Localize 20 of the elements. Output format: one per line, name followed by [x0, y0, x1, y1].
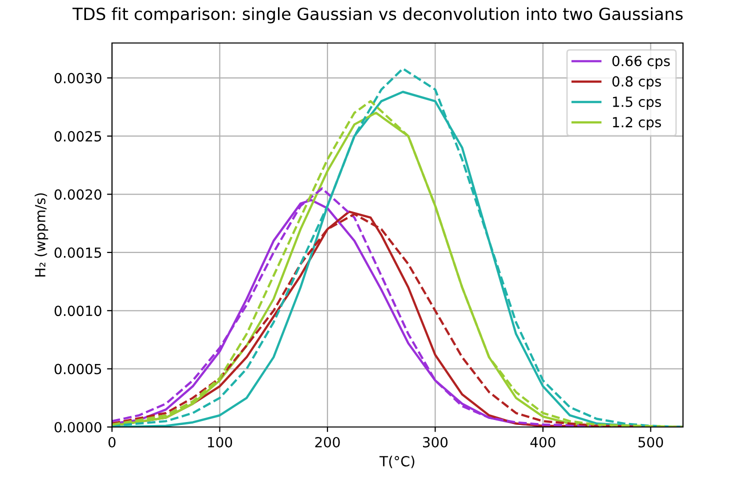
- x-tick-label: 200: [315, 436, 340, 448]
- x-tick-label: 400: [530, 436, 556, 448]
- x-tick-label: 500: [638, 436, 664, 448]
- x-tick-label: 100: [208, 436, 232, 448]
- y-axis-title: H₂ (wppm/s): [34, 193, 48, 276]
- y-tick-label: 0.0030: [54, 72, 102, 84]
- y-tick-label: 0.0010: [54, 306, 102, 316]
- y-tick-label: 0.0005: [54, 364, 102, 374]
- x-axis-title: T(°C): [379, 456, 414, 468]
- y-tick-label: 0.0025: [54, 131, 102, 142]
- y-tick-label: 0.0000: [54, 422, 102, 432]
- x-tick-label: 0: [108, 436, 116, 448]
- legend-label: 1.2 cps: [613, 116, 661, 130]
- y-tick-label: 0.0015: [54, 247, 102, 258]
- chart-title: TDS fit comparison: single Gaussian vs deconvolution into two Gaussians: [72, 7, 683, 24]
- legend-label: 0.66 cps: [612, 56, 670, 69]
- y-tick-label: 0.0020: [54, 189, 102, 200]
- legend-label: 0.8 cps: [612, 76, 661, 90]
- x-tick-label: 300: [423, 436, 448, 448]
- legend-label: 1.5 cps: [613, 96, 661, 110]
